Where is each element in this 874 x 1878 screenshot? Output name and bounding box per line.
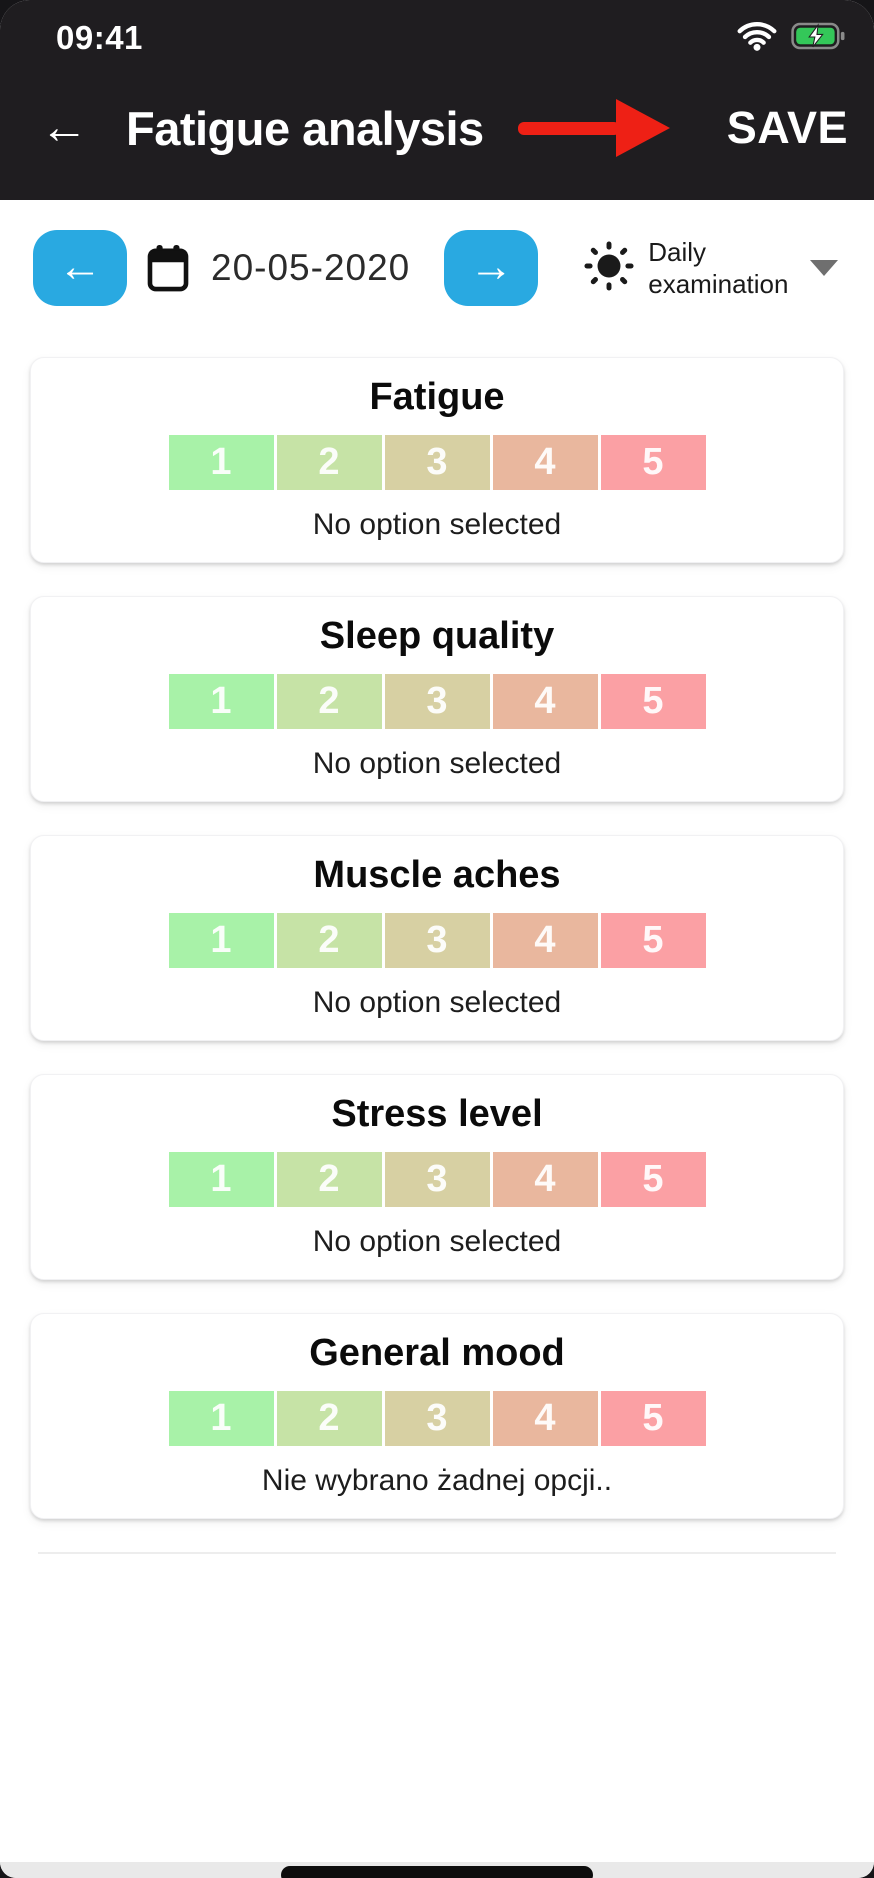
rating-scale: 1 2 3 4 5 [31, 435, 843, 490]
divider [38, 1552, 836, 1554]
chevron-down-icon[interactable] [810, 260, 838, 276]
question-title: Stress level [331, 1093, 543, 1135]
rating-option-5[interactable]: 5 [600, 1152, 706, 1207]
previous-day-button[interactable]: ← [33, 230, 127, 306]
rating-option-4[interactable]: 4 [492, 1152, 598, 1207]
rating-option-1[interactable]: 1 [168, 435, 274, 490]
rating-option-5[interactable]: 5 [600, 913, 706, 968]
rating-option-2[interactable]: 2 [276, 435, 382, 490]
rating-option-1[interactable]: 1 [168, 913, 274, 968]
rating-option-5[interactable]: 5 [600, 1391, 706, 1446]
save-button[interactable]: SAVE [726, 102, 848, 153]
back-button[interactable]: ← [40, 101, 88, 154]
red-annotation-arrow-icon [517, 98, 670, 158]
status-time: 09:41 [56, 19, 143, 56]
rating-option-2[interactable]: 2 [276, 913, 382, 968]
home-indicator[interactable] [281, 1866, 593, 1878]
rating-option-2[interactable]: 2 [276, 1152, 382, 1207]
rating-option-3[interactable]: 3 [384, 1152, 490, 1207]
rating-scale: 1 2 3 4 5 [31, 1152, 843, 1207]
rating-option-1[interactable]: 1 [168, 1152, 274, 1207]
rating-scale: 1 2 3 4 5 [31, 913, 843, 968]
rating-option-4[interactable]: 4 [492, 674, 598, 729]
rating-option-3[interactable]: 3 [384, 1391, 490, 1446]
date-toolbar: ← 20-05-2020 → [0, 228, 874, 308]
rating-scale: 1 2 3 4 5 [31, 1391, 843, 1446]
question-title: General mood [309, 1332, 565, 1374]
question-card-fatigue: Fatigue 1 2 3 4 5 No option selected [30, 357, 844, 563]
rating-option-2[interactable]: 2 [276, 674, 382, 729]
rating-option-1[interactable]: 1 [168, 674, 274, 729]
status-icons [737, 21, 845, 56]
status-bar: 09:41 [0, 14, 874, 62]
question-card-sleep-quality: Sleep quality 1 2 3 4 5 No option select… [30, 596, 844, 802]
rating-option-5[interactable]: 5 [600, 435, 706, 490]
selection-status: No option selected [312, 1225, 562, 1258]
question-card-muscle-aches: Muscle aches 1 2 3 4 5 No option selecte… [30, 835, 844, 1041]
rating-option-3[interactable]: 3 [384, 674, 490, 729]
calendar-icon[interactable] [145, 243, 191, 293]
next-day-button[interactable]: → [444, 230, 539, 306]
rating-option-4[interactable]: 4 [492, 435, 598, 490]
arrow-shaft [517, 122, 620, 135]
question-title: Sleep quality [319, 615, 555, 657]
selected-date[interactable]: 20-05-2020 [211, 247, 411, 288]
question-card-general-mood: General mood 1 2 3 4 5 Nie wybrano żadne… [30, 1313, 844, 1519]
selection-status: No option selected [312, 747, 562, 780]
rating-option-1[interactable]: 1 [168, 1391, 274, 1446]
question-title: Muscle aches [313, 854, 561, 896]
rating-option-2[interactable]: 2 [276, 1391, 382, 1446]
question-card-stress-level: Stress level 1 2 3 4 5 No option selecte… [30, 1074, 844, 1280]
rating-scale: 1 2 3 4 5 [31, 674, 843, 729]
rating-option-3[interactable]: 3 [384, 435, 490, 490]
examination-mode-select[interactable]: Daily examination [582, 236, 798, 301]
selection-status: No option selected [312, 508, 562, 541]
bottom-strip [0, 1862, 874, 1878]
question-card-list: Fatigue 1 2 3 4 5 No option selected Sle… [0, 357, 874, 1519]
examination-mode-label: Daily examination [648, 236, 789, 300]
rating-option-4[interactable]: 4 [492, 1391, 598, 1446]
rating-option-4[interactable]: 4 [492, 913, 598, 968]
header: 09:41 [0, 0, 874, 200]
navigation-bar: ← Fatigue analysis SAVE [0, 98, 874, 158]
selection-status: Nie wybrano żadnej opcji.. [261, 1464, 613, 1497]
wifi-icon [737, 21, 777, 56]
sun-icon [582, 239, 636, 298]
rating-option-5[interactable]: 5 [600, 674, 706, 729]
battery-charging-icon [791, 22, 845, 55]
selection-status: No option selected [312, 986, 562, 1019]
page-title: Fatigue analysis [126, 101, 484, 155]
question-title: Fatigue [369, 376, 505, 418]
rating-option-3[interactable]: 3 [384, 913, 490, 968]
arrow-head [615, 99, 670, 157]
